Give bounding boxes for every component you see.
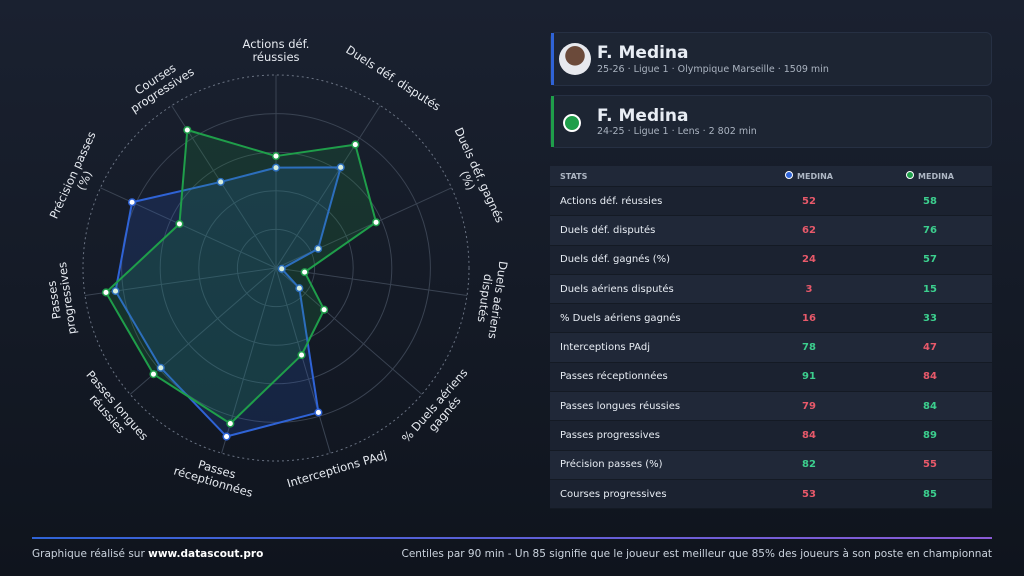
series-area (114, 166, 343, 438)
point (183, 125, 192, 135)
stat-name: Passes longues réussies (560, 400, 681, 412)
stat-value: 53 (802, 488, 816, 500)
point (175, 219, 184, 228)
stat-value: 52 (802, 195, 816, 207)
stat-value: 33 (923, 312, 937, 324)
point (300, 268, 309, 277)
divider (32, 537, 992, 539)
table-row: Duels déf. disputés 62 76 (550, 216, 992, 246)
point (149, 370, 158, 379)
player-info: 25-26 · Ligue 1 · Olympique Marseille · … (597, 64, 829, 75)
point (336, 163, 345, 172)
header-cell: STATS (560, 171, 588, 181)
point (314, 408, 323, 417)
stat-value: 84 (923, 371, 937, 383)
spoke (275, 267, 331, 454)
table-row: Duels aériens disputés 3 15 (550, 274, 992, 305)
stat-value: 58 (923, 195, 937, 207)
point (314, 244, 323, 253)
stat-value: 55 (923, 459, 937, 471)
point (111, 287, 120, 296)
stat-value: 24 (802, 254, 816, 266)
radar-chart (82, 74, 470, 462)
accent (551, 33, 554, 85)
point (156, 363, 165, 372)
table-row: Précision passes (%) 82 55 (550, 450, 992, 480)
table-row: Interceptions PAdj 78 47 (550, 333, 992, 363)
stat-name: Duels déf. gagnés (%) (560, 254, 671, 266)
point (277, 264, 286, 273)
stat-value: 76 (923, 224, 937, 236)
player-dot (563, 114, 581, 132)
point (271, 163, 281, 172)
spoke (275, 187, 452, 269)
table-row: Passes progressives 84 89 (550, 421, 992, 451)
stat-value: 79 (802, 400, 816, 412)
player-name: F. Medina (597, 106, 689, 126)
point (216, 177, 225, 186)
table-row: Courses progressives 53 85 (550, 479, 992, 510)
series-area (104, 128, 378, 425)
table-row: Actions déf. réussies 52 58 (550, 187, 992, 217)
stat-name: % Duels aériens gagnés (560, 312, 681, 324)
point (127, 198, 137, 207)
stats-table: STATS MEDINA MEDINA Actions déf. réussie… (550, 166, 992, 510)
stat-value: 85 (923, 488, 937, 500)
legend-label: MEDINA (918, 172, 954, 181)
credit-prefix: Graphique réalisé sur (32, 548, 145, 560)
stat-name: Passes progressives (560, 430, 660, 442)
legend-label: MEDINA (797, 172, 833, 181)
stat-value: 78 (802, 342, 816, 354)
stat-value: 89 (923, 430, 937, 442)
point (101, 288, 111, 297)
table-row: Duels déf. gagnés (%) 24 57 (550, 245, 992, 275)
stat-value: 84 (802, 430, 816, 442)
stat-value: 3 (805, 283, 813, 295)
stat-name: Duels aériens disputés (560, 283, 674, 295)
point (297, 350, 306, 360)
stat-name: Actions déf. réussies (560, 195, 663, 207)
player-card: F. Medina 24-25 · Ligue 1 · Lens · 2 802… (550, 95, 992, 148)
stat-value: 84 (923, 400, 937, 412)
avatar (559, 43, 591, 75)
stat-name: Passes réceptionnées (560, 371, 668, 383)
stat-value: 16 (802, 312, 816, 324)
footnote: Centiles par 90 min - Un 85 signifie que… (401, 548, 993, 560)
player-card: F. Medina 25-26 · Ligue 1 · Olympique Ma… (550, 32, 992, 86)
table-row: Passes réceptionnées 91 84 (550, 362, 992, 393)
point (222, 432, 231, 441)
accent (551, 96, 554, 147)
point (226, 419, 235, 428)
table-row: % Duels aériens gagnés 16 33 (550, 304, 992, 334)
stat-value: 15 (923, 283, 937, 295)
player-info: 24-25 · Ligue 1 · Lens · 2 802 min (597, 126, 757, 137)
stat-name: Interceptions PAdj (560, 342, 650, 354)
point (320, 305, 329, 314)
credit-site: www.datascout.pro (148, 548, 264, 560)
stat-name: Courses progressives (560, 488, 667, 500)
point (271, 152, 281, 161)
stat-value: 82 (802, 459, 816, 471)
point (295, 284, 304, 293)
point (351, 140, 360, 149)
legend-entry: MEDINA (868, 171, 992, 181)
legend-entry: MEDINA (750, 171, 868, 181)
footer: Graphique réalisé sur www.datascout.pro … (32, 548, 992, 560)
table-row: Passes longues réussies 79 84 (550, 392, 992, 422)
grid-ring (82, 74, 470, 462)
stat-value: 57 (923, 254, 937, 266)
stat-name: Précision passes (%) (560, 459, 663, 471)
table-header: STATS MEDINA MEDINA (550, 166, 992, 187)
stat-value: 91 (802, 371, 816, 383)
stat-value: 62 (802, 224, 816, 236)
credit: Graphique réalisé sur www.datascout.pro (32, 548, 263, 560)
spoke (275, 105, 381, 269)
stat-name: Duels déf. disputés (560, 224, 656, 236)
stat-value: 47 (923, 342, 937, 354)
point (372, 218, 381, 227)
player-name: F. Medina (597, 43, 689, 63)
axis-label: Actions déf. réussies (242, 37, 310, 64)
